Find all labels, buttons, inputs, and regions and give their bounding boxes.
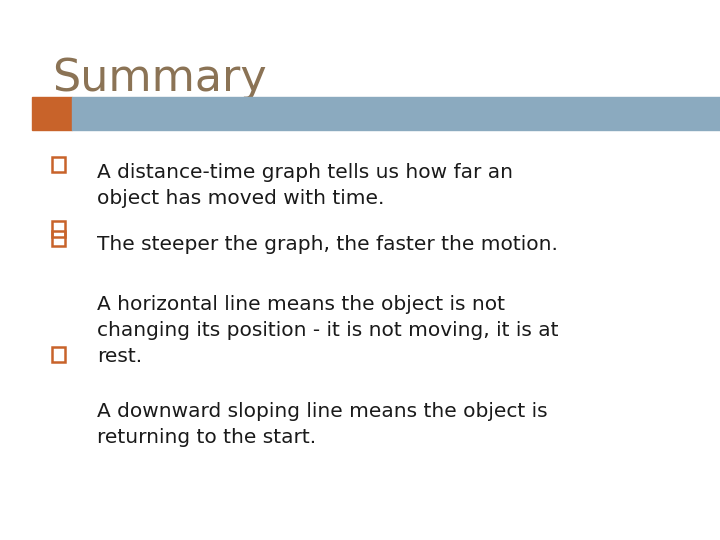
Bar: [52, 231, 65, 246]
Bar: [52, 157, 65, 172]
Bar: [72, 97, 720, 130]
Text: Summary: Summary: [52, 57, 266, 100]
Text: A distance-time graph tells us how far an
object has moved with time.: A distance-time graph tells us how far a…: [97, 163, 513, 208]
Text: The steeper the graph, the faster the motion.: The steeper the graph, the faster the mo…: [97, 235, 558, 254]
Text: A horizontal line means the object is not
changing its position - it is not movi: A horizontal line means the object is no…: [97, 295, 559, 366]
Bar: [52, 221, 65, 237]
Bar: [52, 347, 65, 362]
Text: A downward sloping line means the object is
returning to the start.: A downward sloping line means the object…: [97, 402, 548, 447]
Bar: [32, 97, 72, 130]
